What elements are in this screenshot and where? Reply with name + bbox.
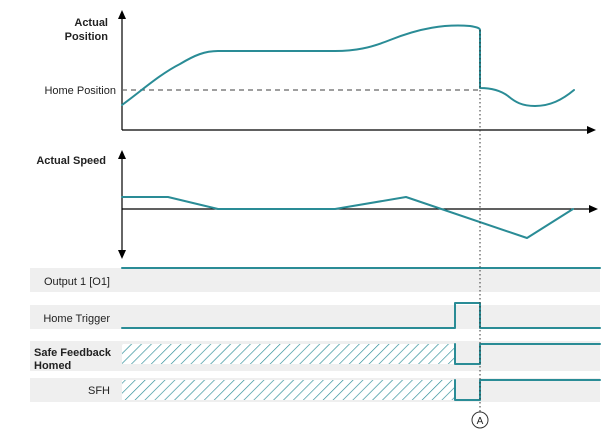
sfh-homed-label-line1: Safe Feedback [34,347,112,359]
marker-circle [471,411,489,429]
trigger-label: Home Trigger [43,313,110,325]
position-curve [121,24,575,107]
position-ylabel-line2: Position [65,31,109,43]
home-position-label: Home Position [44,85,116,97]
output-band [30,268,600,292]
sfh-homed-hatch [122,344,455,364]
home-trigger-signal [121,302,601,329]
speed-curve [121,196,574,239]
marker-label: A [477,416,484,427]
output-label: Output 1 [O1] [44,276,110,288]
sfh-label: SFH [88,385,110,397]
sfh-signal [454,379,601,401]
speed-ylabel: Actual Speed [36,155,106,167]
sfh-homed-label-line2: Homed [34,360,71,372]
position-axes [118,10,596,134]
speed-axes [118,150,598,259]
position-ylabel-line1: Actual [74,17,108,29]
sfh-hatch [122,380,455,400]
trigger-band [30,305,600,329]
sfh-homed-signal [454,343,601,365]
